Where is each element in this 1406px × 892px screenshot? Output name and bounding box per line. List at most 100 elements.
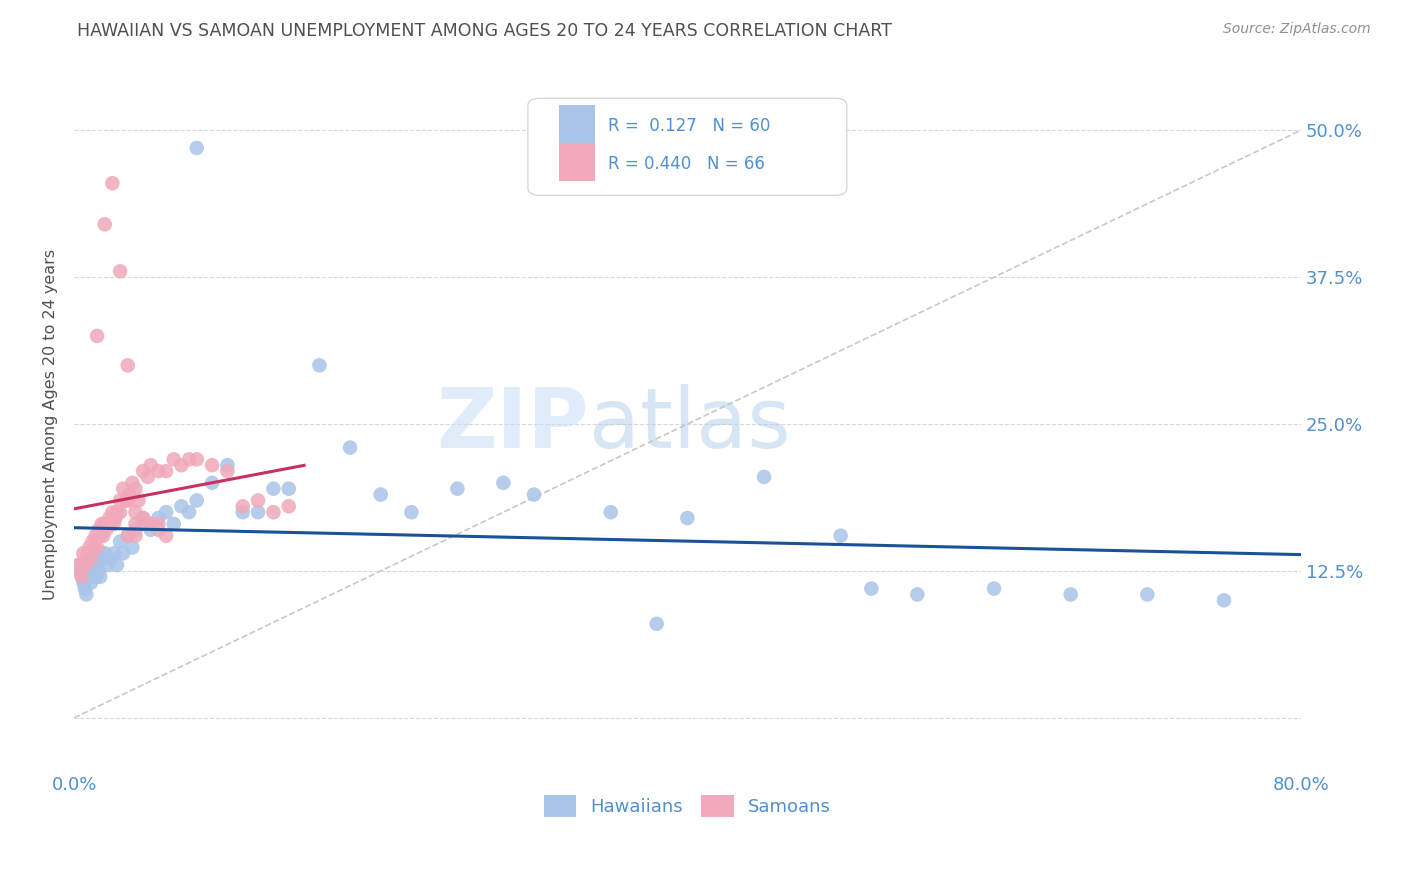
Point	[177, 505, 200, 519]
Point	[1213, 593, 1236, 607]
Point	[401, 505, 423, 519]
Point	[86, 329, 108, 343]
FancyBboxPatch shape	[558, 105, 595, 144]
Point	[308, 359, 330, 373]
Point	[645, 616, 668, 631]
Point	[112, 546, 135, 560]
Point	[217, 458, 239, 473]
Point	[599, 505, 621, 519]
Point	[101, 505, 124, 519]
Point	[90, 546, 112, 560]
Point	[82, 534, 104, 549]
Text: ZIP: ZIP	[437, 384, 589, 465]
Point	[232, 500, 254, 514]
Text: R = 0.440   N = 66: R = 0.440 N = 66	[607, 155, 765, 173]
Point	[82, 564, 104, 578]
Point	[84, 570, 107, 584]
Point	[201, 475, 224, 490]
Point	[1059, 587, 1081, 601]
Point	[77, 558, 100, 572]
Point	[75, 552, 97, 566]
Point	[108, 534, 131, 549]
Point	[73, 558, 96, 572]
Point	[148, 464, 170, 478]
Point	[86, 558, 108, 572]
Point	[170, 500, 193, 514]
Text: Source: ZipAtlas.com: Source: ZipAtlas.com	[1223, 22, 1371, 37]
Point	[105, 558, 128, 572]
Point	[983, 582, 1005, 596]
Point	[247, 493, 270, 508]
Point	[104, 511, 127, 525]
Point	[132, 511, 155, 525]
Point	[186, 141, 208, 155]
Point	[155, 464, 177, 478]
Point	[132, 464, 155, 478]
Point	[67, 558, 90, 572]
Point	[148, 511, 170, 525]
Point	[370, 487, 392, 501]
Point	[83, 552, 105, 566]
Point	[108, 493, 131, 508]
Point	[69, 564, 91, 578]
Point	[72, 575, 94, 590]
Point	[103, 516, 125, 531]
Point	[79, 541, 101, 555]
Point	[132, 511, 155, 525]
Point	[80, 575, 103, 590]
Point	[87, 564, 110, 578]
Point	[80, 552, 103, 566]
Point	[87, 523, 110, 537]
Point	[163, 516, 186, 531]
Point	[108, 505, 131, 519]
Point	[117, 529, 139, 543]
Point	[177, 452, 200, 467]
Point	[262, 482, 284, 496]
Point	[247, 505, 270, 519]
Point	[139, 458, 162, 473]
Point	[121, 541, 143, 555]
Point	[492, 475, 515, 490]
Point	[112, 482, 135, 496]
Point	[155, 529, 177, 543]
Point	[79, 570, 101, 584]
Point	[124, 529, 146, 543]
Point	[124, 482, 146, 496]
Point	[124, 523, 146, 537]
Point	[676, 511, 699, 525]
Point	[117, 359, 139, 373]
Point	[100, 552, 122, 566]
Point	[201, 458, 224, 473]
Point	[523, 487, 546, 501]
Point	[905, 587, 928, 601]
Point	[155, 505, 177, 519]
Point	[103, 546, 125, 560]
Point	[132, 516, 155, 531]
Point	[752, 470, 775, 484]
Point	[163, 452, 186, 467]
Point	[89, 529, 111, 543]
Point	[232, 505, 254, 519]
Point	[139, 523, 162, 537]
FancyBboxPatch shape	[527, 98, 846, 195]
Point	[186, 452, 208, 467]
Legend: Hawaiians, Samoans: Hawaiians, Samoans	[537, 788, 838, 824]
Point	[90, 516, 112, 531]
Point	[97, 558, 120, 572]
Point	[1136, 587, 1159, 601]
Point	[830, 529, 852, 543]
FancyBboxPatch shape	[558, 144, 595, 181]
Point	[97, 516, 120, 531]
Point	[94, 546, 117, 560]
Point	[91, 552, 114, 566]
Point	[73, 582, 96, 596]
Point	[148, 516, 170, 531]
Point	[91, 529, 114, 543]
Point	[98, 511, 121, 525]
Y-axis label: Unemployment Among Ages 20 to 24 years: Unemployment Among Ages 20 to 24 years	[44, 249, 58, 599]
Point	[118, 487, 141, 501]
Point	[127, 493, 149, 508]
Point	[124, 505, 146, 519]
Point	[186, 493, 208, 508]
Point	[108, 264, 131, 278]
